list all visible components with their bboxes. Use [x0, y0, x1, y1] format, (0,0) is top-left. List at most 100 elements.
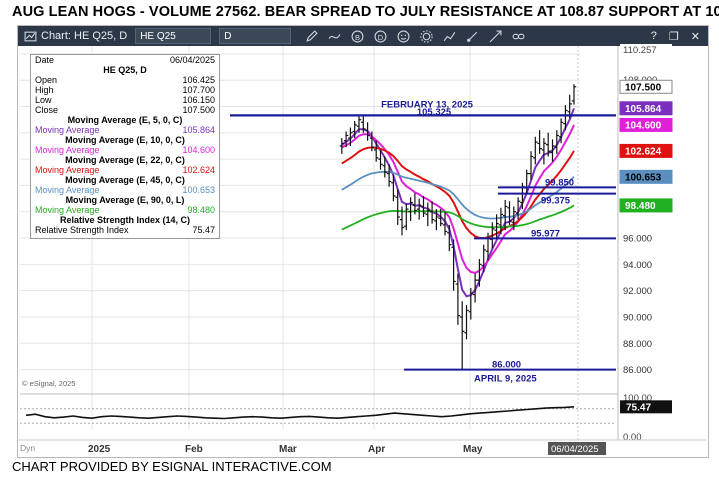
study-header: Moving Average (E, 22, 0, C): [31, 155, 219, 165]
price-bar: [369, 131, 375, 152]
price-bar: [507, 201, 512, 225]
emoji-icon[interactable]: [397, 30, 410, 43]
chart-window-icon: [24, 31, 37, 41]
close-icon[interactable]: ✕: [690, 30, 700, 43]
study-row: Moving Average 104.600: [31, 145, 219, 155]
price-bar: [571, 84, 577, 105]
chart-type-icon[interactable]: [443, 30, 456, 43]
study-label: Moving Average: [35, 125, 100, 135]
line-style-icon[interactable]: [328, 30, 341, 43]
price-bar: [533, 136, 538, 165]
price-bar: [348, 127, 353, 146]
price-label: 104.600: [619, 117, 673, 132]
ohlc-value: 106.150: [182, 95, 215, 105]
annotation-value: 95.977: [531, 228, 560, 239]
price-bar: [472, 273, 478, 303]
price-bar: [378, 149, 383, 170]
price-bar: [417, 198, 422, 220]
ohlc-row: Close 107.500: [31, 105, 219, 115]
period-selector[interactable]: D: [219, 28, 292, 44]
price-bar: [447, 224, 452, 252]
moving-average-line: [341, 204, 575, 231]
annotation-value: 105.325: [417, 107, 452, 118]
price-bar: [550, 139, 555, 162]
price-bar: [451, 239, 456, 291]
brush-icon[interactable]: [466, 30, 479, 43]
study-header: Moving Average (E, 90, 0, L): [31, 195, 219, 205]
annotation-value: 86.000: [492, 360, 521, 371]
dyn-label: Dyn: [20, 443, 35, 453]
symbol-selector[interactable]: HE Q25: [135, 28, 212, 44]
maximize-icon[interactable]: ❐: [668, 30, 679, 43]
price-label: 102.624: [619, 143, 673, 158]
price-bar: [498, 207, 504, 235]
price-axis: 110.257108.00096.00094.00092.00090.00088…: [619, 44, 673, 376]
study-label: Moving Average: [35, 165, 100, 175]
price-label-text: 105.864: [625, 104, 662, 115]
ohlc-value: 107.700: [182, 85, 215, 95]
drawing-tools-icon[interactable]: [489, 30, 502, 43]
price-bar: [434, 209, 439, 231]
ohlc-label: Low: [35, 95, 52, 105]
price-bar: [455, 273, 461, 325]
rsi-value-box: [620, 400, 672, 414]
daily-icon[interactable]: D: [374, 30, 387, 43]
study-row: Relative Strength Index 75.47: [31, 225, 219, 235]
time-axis: Dyn 2025 Feb Mar Apr May 06/04/2025: [18, 439, 706, 455]
study-name: Moving Average (E, 22, 0, C): [65, 155, 185, 165]
study-label: Moving Average: [35, 205, 100, 215]
chart-headline: AUG LEAN HOGS - VOLUME 27562. BEAR SPREA…: [12, 4, 719, 20]
current-date-label: 06/04/2025: [551, 444, 599, 455]
price-bar: [382, 156, 387, 178]
time-tick-label: Mar: [279, 444, 297, 455]
time-tick-label: Apr: [368, 444, 385, 455]
price-bar: [494, 214, 499, 240]
pencil-icon[interactable]: [305, 29, 318, 43]
study-row: Moving Average 100.653: [31, 185, 219, 195]
ohlc-label: Close: [35, 105, 59, 115]
price-bar: [515, 197, 521, 220]
current-date-box: [548, 442, 606, 455]
moving-average-line: [341, 146, 575, 240]
price-bar: [546, 132, 551, 157]
study-header: Relative Strength Index (14, C): [31, 215, 219, 225]
study-name: Moving Average (E, 45, 0, C): [65, 175, 185, 185]
price-label-box: [619, 79, 673, 94]
moving-averages: [341, 107, 575, 298]
axis-top-box: [620, 44, 672, 55]
price-bar: [425, 202, 430, 227]
svg-text:D: D: [378, 32, 384, 41]
study-value: 98.480: [187, 205, 215, 215]
study-value: 102.624: [182, 165, 215, 175]
rsi-tick-label: 0.00: [623, 432, 642, 443]
price-label-box: [619, 143, 673, 158]
price-bar: [511, 206, 516, 231]
axis-tick-label: 86.000: [623, 365, 652, 376]
price-bar: [442, 211, 448, 236]
study-name: Moving Average (E, 90, 0, L): [65, 195, 185, 205]
symbol-line: HE Q25, D: [103, 65, 147, 75]
price-label-text: 104.600: [625, 120, 662, 131]
study-row: Moving Average 105.864: [31, 125, 219, 135]
study-name: Relative Strength Index (14, C): [59, 215, 191, 225]
price-bar: [374, 140, 379, 162]
link-icon[interactable]: [512, 30, 525, 43]
study-value: 75.47: [192, 225, 215, 235]
chart-title-area[interactable]: Chart: HE Q25, D: [24, 30, 127, 43]
price-bar: [558, 118, 564, 144]
study-name: Moving Average (E, 10, 0, C): [65, 135, 185, 145]
bar-type-icon[interactable]: B: [351, 30, 364, 43]
moving-average-line: [341, 124, 575, 274]
study-name: Moving Average (E, 5, 0, C): [67, 115, 183, 125]
help-icon[interactable]: ?: [650, 29, 657, 42]
settings-icon[interactable]: [420, 29, 433, 43]
study-label: Moving Average: [35, 145, 100, 155]
price-bar: [352, 120, 357, 139]
study-value: 104.600: [182, 145, 215, 155]
rsi-tick-label: 100.00: [623, 393, 652, 404]
axis-tick-label: 90.000: [623, 312, 652, 323]
price-bar: [541, 138, 547, 165]
svg-text:B: B: [355, 32, 360, 41]
ohlc-row: Open 106.425: [31, 75, 219, 85]
